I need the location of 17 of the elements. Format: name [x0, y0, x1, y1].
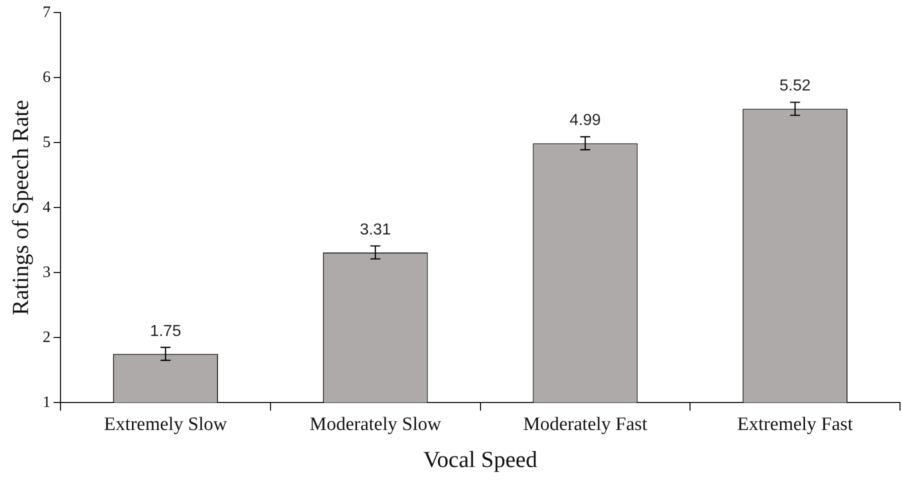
- x-axis-title: Vocal Speed: [423, 447, 538, 472]
- x-tick-label: Extremely Fast: [737, 414, 854, 435]
- y-tick-label: 1: [42, 394, 51, 411]
- data-label: 4.99: [570, 112, 601, 130]
- x-tick-label: Moderately Slow: [310, 414, 442, 435]
- x-tick-label: Extremely Slow: [104, 414, 228, 435]
- data-label: 3.31: [360, 221, 392, 238]
- data-label: 5.52: [780, 78, 811, 95]
- y-tick-label: 3: [42, 264, 51, 281]
- y-tick-label: 5: [42, 134, 51, 151]
- y-tick-label: 7: [42, 4, 51, 21]
- x-tick-label: Moderately Fast: [523, 414, 648, 435]
- data-label: 1.75: [150, 322, 182, 340]
- y-axis-title: Ratings of Speech Rate: [8, 100, 33, 316]
- y-tick-label: 2: [42, 328, 51, 346]
- y-tick-label: 6: [42, 68, 51, 86]
- y-tick-label: 4: [42, 198, 51, 216]
